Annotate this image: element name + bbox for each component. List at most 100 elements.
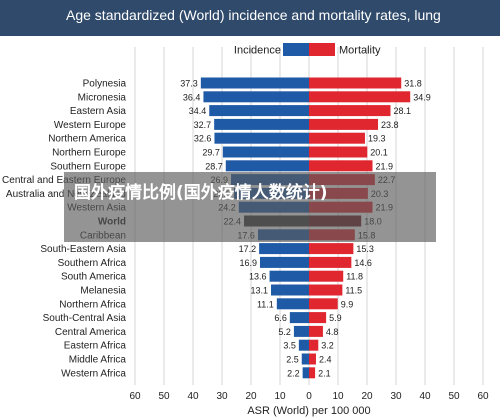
mortality-value-label: 2.4 [319, 355, 332, 365]
mortality-bar [309, 312, 327, 324]
category-label: South America [61, 272, 126, 283]
watermark-text: 国外疫情比例(国外疫情人数统计) [74, 183, 328, 203]
mortality-value-label: 20.1 [370, 148, 388, 158]
incidence-value-label: 17.2 [239, 244, 257, 254]
incidence-value-label: 34.4 [189, 106, 207, 116]
mortality-value-label: 15.3 [356, 244, 374, 254]
mortality-bar [309, 353, 316, 365]
incidence-value-label: 2.5 [286, 355, 299, 365]
category-label: South-Eastern Asia [40, 244, 126, 255]
incidence-bar [289, 312, 309, 324]
mortality-value-label: 23.8 [381, 120, 399, 130]
incidence-bar [214, 132, 309, 144]
x-tick-label: 20 [361, 391, 373, 402]
incidence-bar [269, 270, 309, 282]
mortality-bar [309, 367, 316, 379]
incidence-bar [259, 243, 309, 255]
x-axis-title: ASR (World) per 100 000 [247, 405, 370, 417]
legend: Incidence Mortality [234, 43, 381, 57]
category-label: Northern America [48, 134, 126, 145]
mortality-bar [309, 118, 379, 130]
mortality-value-label: 11.8 [346, 272, 363, 282]
mortality-value-label: 11.5 [345, 286, 362, 296]
mortality-value-label: 28.1 [393, 106, 411, 116]
mortality-bar [309, 91, 411, 103]
mortality-bar [309, 256, 352, 268]
incidence-value-label: 37.3 [180, 79, 198, 89]
category-label: Polynesia [83, 79, 127, 90]
legend-swatch-incidence [283, 43, 309, 56]
incidence-value-label: 32.6 [194, 134, 212, 144]
category-label: Western Europe [54, 120, 127, 131]
mortality-value-label: 19.3 [368, 134, 386, 144]
mortality-value-label: 14.6 [354, 258, 372, 268]
incidence-bar [200, 77, 309, 89]
mortality-value-label: 31.8 [404, 79, 422, 89]
legend-swatch-mortality [309, 43, 335, 56]
x-tick-label: 10 [274, 391, 286, 402]
category-label: Northern Africa [59, 299, 126, 310]
incidence-value-label: 28.7 [205, 161, 223, 171]
incidence-bar [214, 118, 309, 130]
mortality-value-label: 21.9 [376, 161, 394, 171]
mortality-value-label: 5.9 [329, 313, 342, 323]
x-tick-label: 60 [477, 391, 489, 402]
incidence-bar [259, 256, 309, 268]
mortality-bar [309, 325, 323, 337]
mortality-bar [309, 132, 365, 144]
category-label: Southern Africa [58, 258, 127, 269]
x-tick-label: 60 [129, 391, 141, 402]
incidence-value-label: 2.2 [287, 368, 300, 378]
incidence-value-label: 29.7 [202, 148, 220, 158]
mortality-bar [309, 298, 338, 310]
incidence-value-label: 36.4 [183, 92, 201, 102]
x-tick-label: 20 [245, 391, 257, 402]
legend-label-mortality: Mortality [339, 45, 381, 57]
x-tick-label: 30 [216, 391, 228, 402]
category-label: Central America [55, 327, 127, 338]
mortality-value-label: 9.9 [341, 299, 354, 309]
mortality-value-label: 2.1 [318, 368, 331, 378]
x-tick-label: 50 [448, 391, 460, 402]
incidence-bar [301, 353, 309, 365]
incidence-bar [271, 284, 309, 296]
mortality-value-label: 4.8 [326, 327, 339, 337]
incidence-bar [203, 91, 309, 103]
incidence-value-label: 6.6 [274, 313, 287, 323]
legend-label-incidence: Incidence [234, 45, 281, 57]
category-label: Middle Africa [69, 355, 127, 366]
category-label: Eastern Africa [64, 341, 127, 352]
mortality-bar [309, 146, 368, 158]
incidence-bar [276, 298, 309, 310]
incidence-value-label: 13.6 [249, 272, 267, 282]
category-label: Western Africa [61, 368, 126, 379]
mortality-bar [309, 270, 344, 282]
mortality-bar [309, 77, 402, 89]
x-tick-label: 40 [187, 391, 199, 402]
watermark-overlay: 国外疫情比例(国外疫情人数统计) [64, 172, 436, 242]
category-label: Micronesia [78, 92, 127, 103]
incidence-value-label: 16.9 [239, 258, 257, 268]
category-label: Southern Europe [50, 161, 126, 172]
incidence-value-label: 32.7 [194, 120, 212, 130]
mortality-bar [309, 160, 373, 172]
incidence-bar [209, 105, 309, 117]
incidence-value-label: 13.1 [250, 286, 268, 296]
category-label: Melanesia [80, 286, 126, 297]
x-tick-label: 40 [419, 391, 431, 402]
incidence-bar [298, 339, 309, 351]
incidence-bar [302, 367, 309, 379]
mortality-bar [309, 284, 343, 296]
mortality-bar [309, 105, 391, 117]
category-label: Northern Europe [52, 148, 126, 159]
incidence-value-label: 5.2 [278, 327, 291, 337]
x-tick-label: 50 [158, 391, 170, 402]
x-tick-label: 0 [306, 391, 312, 402]
mortality-value-label: 3.2 [321, 341, 334, 351]
category-label: South-Central Asia [43, 313, 127, 324]
x-tick-label: 10 [332, 391, 344, 402]
incidence-value-label: 11.1 [257, 299, 274, 309]
category-label: Eastern Asia [70, 106, 127, 117]
mortality-bar [309, 339, 319, 351]
mortality-bar [309, 243, 354, 255]
